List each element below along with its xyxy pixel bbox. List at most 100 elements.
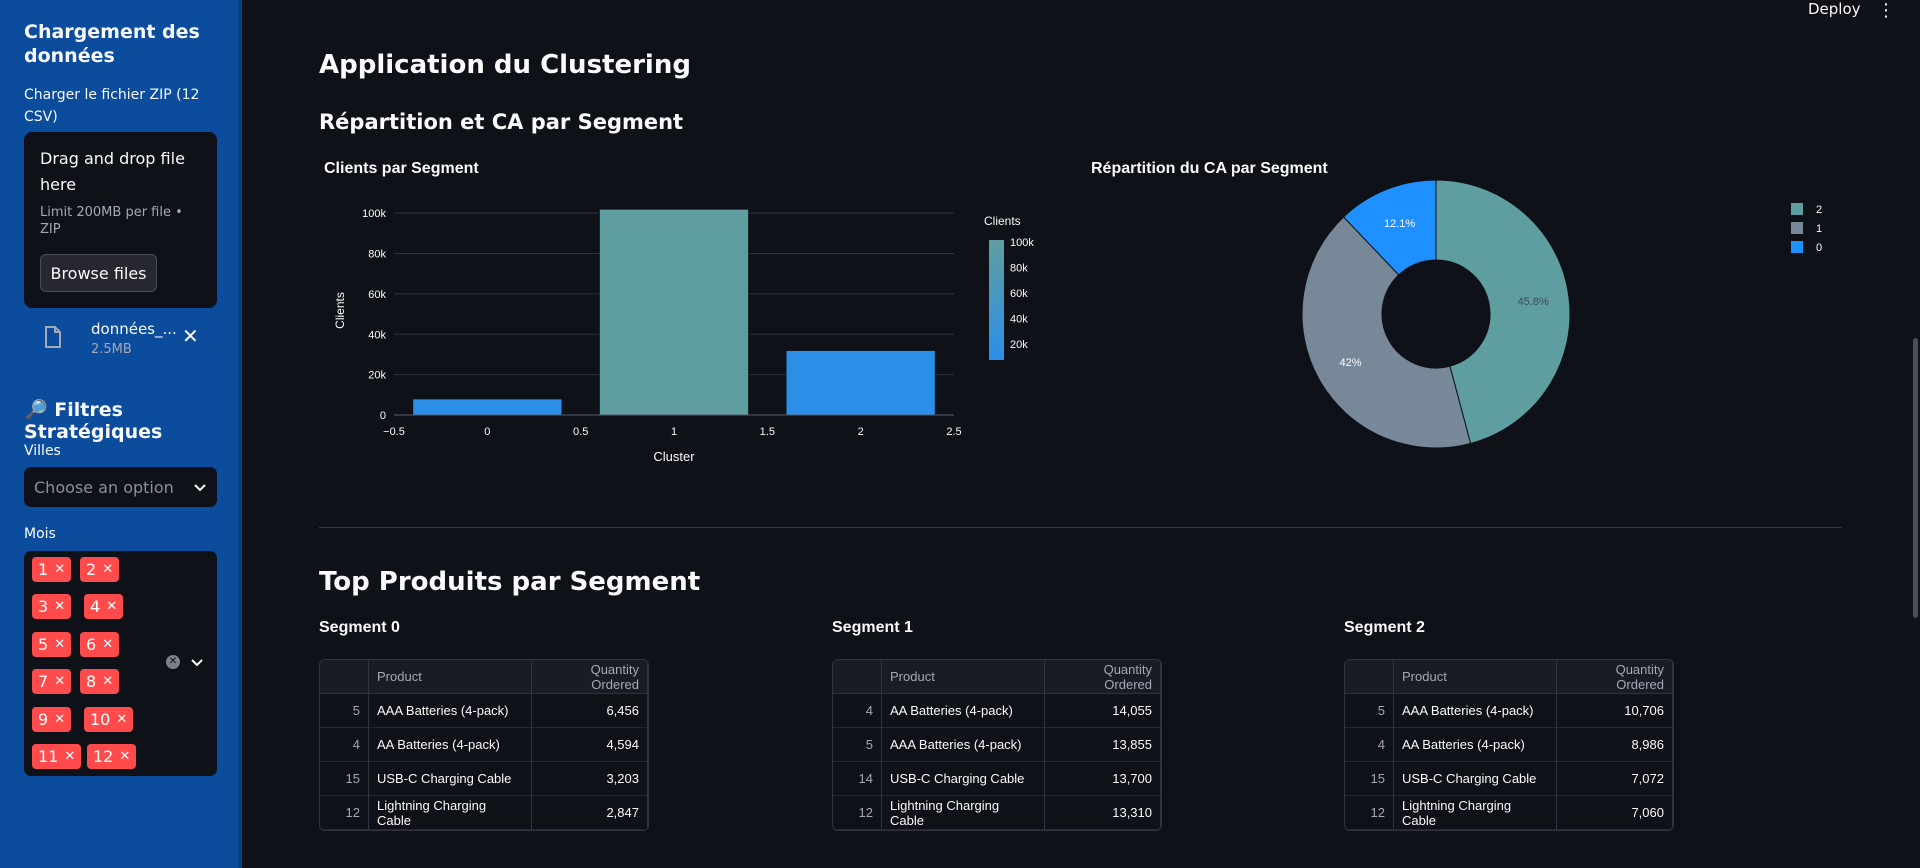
bar [412,398,563,416]
mois-tag[interactable]: 2 ✕ [80,557,120,582]
quantity-cell: 3,203 [531,762,648,796]
slice-label: 42% [1340,357,1362,369]
mois-tag[interactable]: 8 ✕ [80,669,120,694]
colorbar-tick-label: 40k [1010,314,1028,326]
mois-tag[interactable]: 12 ✕ [87,744,137,769]
legend-label: 1 [1816,223,1822,235]
quantity-cell: 7,060 [1556,796,1673,830]
remove-file-icon[interactable]: ✕ [182,324,199,348]
mois-tag[interactable]: 6 ✕ [80,632,120,657]
column-header[interactable]: Quantity Ordered [1556,660,1673,694]
table-row[interactable]: 5 AAA Batteries (4-pack) 13,855 [833,728,1161,762]
mois-tag[interactable]: 4 ✕ [84,594,124,619]
row-index: 4 [833,694,882,728]
index-header [320,660,369,694]
mois-tag[interactable]: 10 ✕ [84,707,134,732]
browse-files-button[interactable]: Browse files [40,254,157,292]
mois-tag[interactable]: 5 ✕ [32,632,72,657]
sidebar-title: Chargement des données [24,21,200,67]
x-tick-label: 1 [671,426,677,438]
table-row[interactable]: 4 AA Batteries (4-pack) 4,594 [320,728,648,762]
column-header[interactable]: Product [1394,660,1557,694]
page-scrollbar[interactable] [1913,338,1918,618]
y-axis-label: Clients [333,292,347,329]
remove-tag-icon[interactable]: ✕ [119,749,131,764]
villes-select[interactable]: Choose an option [24,467,217,507]
kebab-icon[interactable]: ⋮ [1877,0,1895,21]
column-header[interactable]: Product [882,660,1045,694]
mois-tag[interactable]: 9 ✕ [32,707,72,732]
x-tick-label: −0.5 [383,426,405,438]
remove-tag-icon[interactable]: ✕ [102,637,114,652]
file-dropzone[interactable]: Drag and drop file here Limit 200MB per … [24,132,217,308]
table-row[interactable]: 4 AA Batteries (4-pack) 8,986 [1345,728,1673,762]
pie-chart-title: Répartition du CA par Segment [1091,160,1328,177]
remove-tag-icon[interactable]: ✕ [102,674,114,689]
row-index: 15 [1345,762,1394,796]
x-tick-label: 1.5 [760,426,775,438]
remove-tag-icon[interactable]: ✕ [54,674,66,689]
colorbar-tick-label: 80k [1010,263,1028,275]
product-cell: AA Batteries (4-pack) [369,728,532,762]
table-row[interactable]: 5 AAA Batteries (4-pack) 10,706 [1345,694,1673,728]
column-header[interactable]: Quantity Ordered [531,660,648,694]
chevron-down-icon[interactable] [190,653,204,672]
segment-table[interactable]: Product Quantity Ordered 5 AAA Batteries (4… [319,659,649,831]
table-row[interactable]: 12 Lightning Charging Cable 2,847 [320,796,648,830]
mois-tag[interactable]: 7 ✕ [32,669,72,694]
table-row[interactable]: 15 USB-C Charging Cable 3,203 [320,762,648,796]
row-index: 15 [320,762,369,796]
tag-label: 1 [38,560,49,579]
table-row[interactable]: 4 AA Batteries (4-pack) 14,055 [833,694,1161,728]
divider [319,527,1842,528]
bar-chart-title: Clients par Segment [324,160,479,177]
table-row[interactable]: 12 Lightning Charging Cable 13,310 [833,796,1161,830]
quantity-cell: 10,706 [1556,694,1673,728]
mois-tag[interactable]: 3 ✕ [32,594,72,619]
row-index: 5 [320,694,369,728]
clear-all-icon[interactable]: ✕ [166,655,180,669]
y-tick-label: 60k [368,289,386,301]
product-cell: AAA Batteries (4-pack) [882,728,1045,762]
product-cell: Lightning Charging Cable [1394,796,1557,830]
legend-label: 0 [1816,242,1822,254]
table-row[interactable]: 14 USB-C Charging Cable 13,700 [833,762,1161,796]
table-row[interactable]: 12 Lightning Charging Cable 7,060 [1345,796,1673,830]
colorbar-tick-label: 20k [1010,339,1028,351]
remove-tag-icon[interactable]: ✕ [54,599,66,614]
y-tick-label: 0 [380,410,386,422]
remove-tag-icon[interactable]: ✕ [102,562,114,577]
bar [598,208,750,416]
mois-tag[interactable]: 11 ✕ [32,744,82,769]
slice-label: 45.8% [1518,296,1549,308]
dropzone-limit: Limit 200MB per file • ZIP [40,205,183,237]
mois-tag[interactable]: 1 ✕ [32,557,72,582]
remove-tag-icon[interactable]: ✕ [54,712,66,727]
remove-tag-icon[interactable]: ✕ [54,562,66,577]
product-cell: USB-C Charging Cable [882,762,1045,796]
column-header[interactable]: Product [369,660,532,694]
table-header-row: Product Quantity Ordered [833,660,1161,694]
quantity-cell: 13,700 [1044,762,1161,796]
remove-tag-icon[interactable]: ✕ [116,712,128,727]
product-cell: USB-C Charging Cable [369,762,532,796]
segment-table[interactable]: Product Quantity Ordered 4 AA Batteries (4-… [832,659,1162,831]
pie-slice [1301,216,1472,449]
mois-multiselect[interactable]: 1 ✕ 2 ✕ 3 ✕ 4 ✕ 5 ✕ 6 ✕ 7 ✕ 8 ✕ 9 ✕ 10 ✕ 11 ✕ 12 ✕ ✕ [24,551,217,776]
quantity-cell: 7,072 [1556,762,1673,796]
x-tick-label: 0.5 [573,426,588,438]
legend-swatch [1791,241,1803,253]
x-axis-label: Cluster [653,449,695,464]
column-header[interactable]: Quantity Ordered [1044,660,1161,694]
legend-label: 2 [1816,204,1822,216]
remove-tag-icon[interactable]: ✕ [106,599,118,614]
remove-tag-icon[interactable]: ✕ [54,637,66,652]
table-row[interactable]: 15 USB-C Charging Cable 7,072 [1345,762,1673,796]
deploy-button[interactable]: Deploy [1808,0,1861,18]
segment-title: Segment 2 [1344,619,1425,636]
table-row[interactable]: 5 AAA Batteries (4-pack) 6,456 [320,694,648,728]
sidebar-resize-handle[interactable] [238,0,242,868]
segment-table[interactable]: Product Quantity Ordered 5 AAA Batteries (4… [1344,659,1674,831]
remove-tag-icon[interactable]: ✕ [64,749,76,764]
chevron-down-icon [193,478,207,497]
